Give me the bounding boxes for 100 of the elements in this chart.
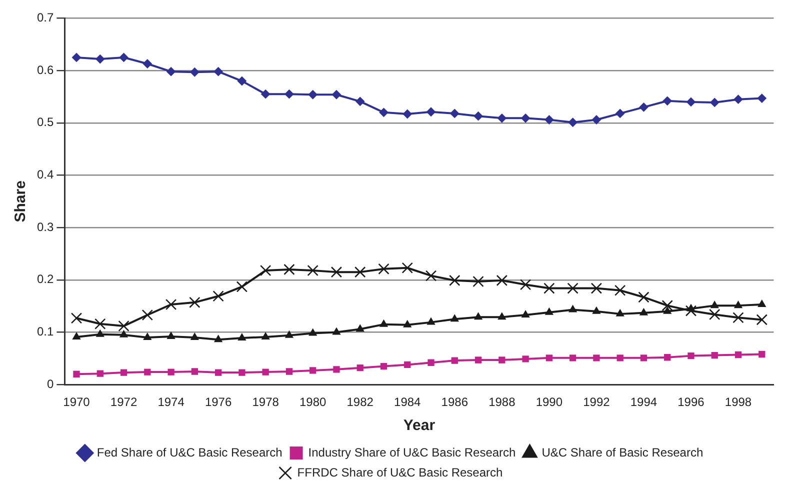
point bbox=[544, 282, 555, 294]
point bbox=[120, 369, 128, 376]
point bbox=[590, 282, 602, 294]
x-axis-title: Year bbox=[403, 417, 436, 434]
point bbox=[732, 312, 744, 324]
point bbox=[120, 330, 128, 338]
point bbox=[284, 264, 295, 276]
point bbox=[119, 52, 128, 62]
point bbox=[356, 96, 365, 106]
point bbox=[168, 368, 174, 376]
point bbox=[451, 357, 458, 364]
point bbox=[330, 266, 342, 278]
y-tick-label: 0 bbox=[46, 376, 54, 391]
point bbox=[734, 351, 742, 358]
point bbox=[709, 308, 720, 320]
y-axis-title: Share bbox=[12, 180, 30, 222]
point bbox=[286, 368, 293, 375]
point bbox=[710, 301, 719, 308]
point bbox=[496, 274, 508, 286]
point bbox=[96, 330, 104, 337]
point bbox=[449, 274, 460, 286]
point bbox=[356, 364, 364, 372]
x-tick-label: 1970 bbox=[63, 395, 90, 410]
point bbox=[592, 115, 601, 124]
point bbox=[94, 318, 106, 330]
point bbox=[521, 114, 530, 123]
point bbox=[166, 67, 176, 76]
point bbox=[72, 52, 81, 62]
point bbox=[546, 354, 553, 362]
point bbox=[308, 90, 318, 100]
point bbox=[427, 318, 435, 325]
point bbox=[522, 356, 529, 362]
point bbox=[616, 354, 624, 362]
point bbox=[520, 279, 532, 290]
point bbox=[96, 370, 104, 377]
point bbox=[72, 332, 80, 340]
point bbox=[756, 314, 768, 326]
x-tick-label: 1992 bbox=[583, 395, 610, 410]
point bbox=[142, 309, 153, 321]
point bbox=[428, 359, 434, 366]
point bbox=[614, 284, 626, 296]
point bbox=[73, 370, 80, 378]
legend-label: U&C Share of Basic Research bbox=[542, 445, 704, 460]
point bbox=[616, 309, 624, 316]
point bbox=[262, 368, 269, 376]
point bbox=[214, 67, 223, 76]
point bbox=[664, 354, 671, 361]
point bbox=[474, 112, 483, 121]
point bbox=[379, 108, 388, 117]
x-tick-label: 1982 bbox=[346, 395, 374, 410]
point bbox=[497, 114, 506, 123]
point bbox=[332, 90, 341, 100]
point bbox=[238, 334, 246, 341]
point bbox=[236, 281, 248, 292]
point bbox=[308, 328, 317, 336]
x-tick-label: 1994 bbox=[630, 395, 658, 410]
point bbox=[143, 332, 152, 340]
point bbox=[189, 296, 200, 308]
point bbox=[663, 306, 672, 314]
point bbox=[333, 366, 340, 373]
point bbox=[498, 312, 506, 320]
point bbox=[96, 54, 105, 64]
point bbox=[568, 118, 578, 127]
point bbox=[356, 324, 364, 332]
point bbox=[310, 367, 316, 374]
point bbox=[474, 356, 482, 364]
point bbox=[688, 352, 694, 360]
point bbox=[354, 266, 366, 278]
legend-label: FFRDC Share of U&C Basic Research bbox=[297, 465, 503, 480]
point bbox=[144, 368, 151, 376]
point bbox=[167, 332, 175, 339]
point bbox=[426, 107, 436, 116]
point bbox=[191, 368, 198, 375]
point bbox=[662, 96, 672, 106]
point bbox=[260, 264, 272, 276]
x-tick-label: 1998 bbox=[724, 395, 752, 410]
point bbox=[285, 330, 294, 338]
y-tick-label: 0.3 bbox=[36, 220, 54, 234]
legend-label: Fed Share of U&C Basic Research bbox=[96, 445, 282, 460]
point bbox=[592, 306, 600, 314]
y-tick-label: 0.5 bbox=[36, 115, 54, 130]
point bbox=[710, 98, 720, 107]
point bbox=[403, 320, 412, 328]
point bbox=[758, 300, 766, 308]
x-tick-label: 1978 bbox=[252, 395, 280, 410]
y-tick-label: 0.2 bbox=[36, 272, 54, 286]
point bbox=[284, 90, 294, 99]
point bbox=[662, 300, 673, 312]
y-tick-label: 0.7 bbox=[36, 10, 54, 25]
point bbox=[472, 276, 484, 288]
x-tick-label: 1990 bbox=[536, 395, 563, 410]
point bbox=[165, 298, 177, 310]
point bbox=[142, 59, 152, 68]
x-tick-label: 1980 bbox=[299, 395, 327, 410]
point bbox=[522, 310, 530, 318]
point bbox=[212, 290, 224, 302]
point bbox=[380, 320, 388, 327]
point bbox=[593, 354, 600, 362]
point bbox=[118, 320, 130, 332]
y-tick-label: 0.4 bbox=[36, 168, 54, 182]
